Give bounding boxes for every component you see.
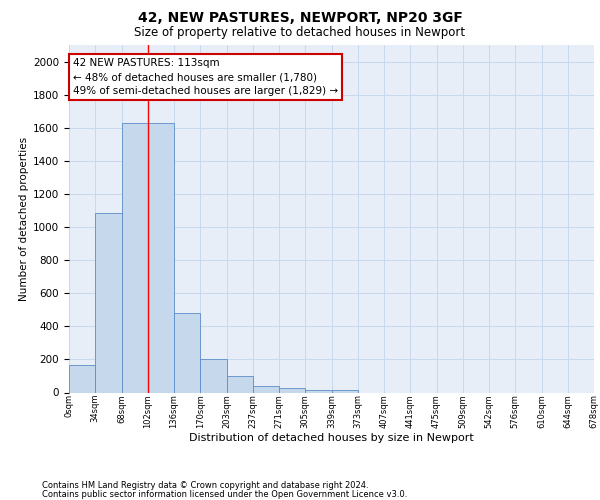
Bar: [305, 390, 331, 392]
Text: Contains public sector information licensed under the Open Government Licence v3: Contains public sector information licen…: [42, 490, 407, 499]
Bar: [331, 390, 358, 392]
Y-axis label: Number of detached properties: Number of detached properties: [19, 136, 29, 301]
Bar: [69, 365, 95, 392]
Bar: [253, 386, 279, 392]
Bar: [95, 213, 121, 392]
Bar: [174, 313, 200, 392]
Bar: [279, 388, 305, 392]
Bar: [148, 123, 174, 392]
Text: 42, NEW PASTURES, NEWPORT, NP20 3GF: 42, NEW PASTURES, NEWPORT, NP20 3GF: [137, 11, 463, 25]
Text: Contains HM Land Registry data © Crown copyright and database right 2024.: Contains HM Land Registry data © Crown c…: [42, 481, 368, 490]
Bar: [227, 376, 253, 392]
Text: 42 NEW PASTURES: 113sqm
← 48% of detached houses are smaller (1,780)
49% of semi: 42 NEW PASTURES: 113sqm ← 48% of detache…: [73, 58, 338, 96]
Bar: [121, 123, 148, 392]
X-axis label: Distribution of detached houses by size in Newport: Distribution of detached houses by size …: [189, 434, 474, 444]
Text: Size of property relative to detached houses in Newport: Size of property relative to detached ho…: [134, 26, 466, 39]
Bar: [200, 360, 227, 392]
